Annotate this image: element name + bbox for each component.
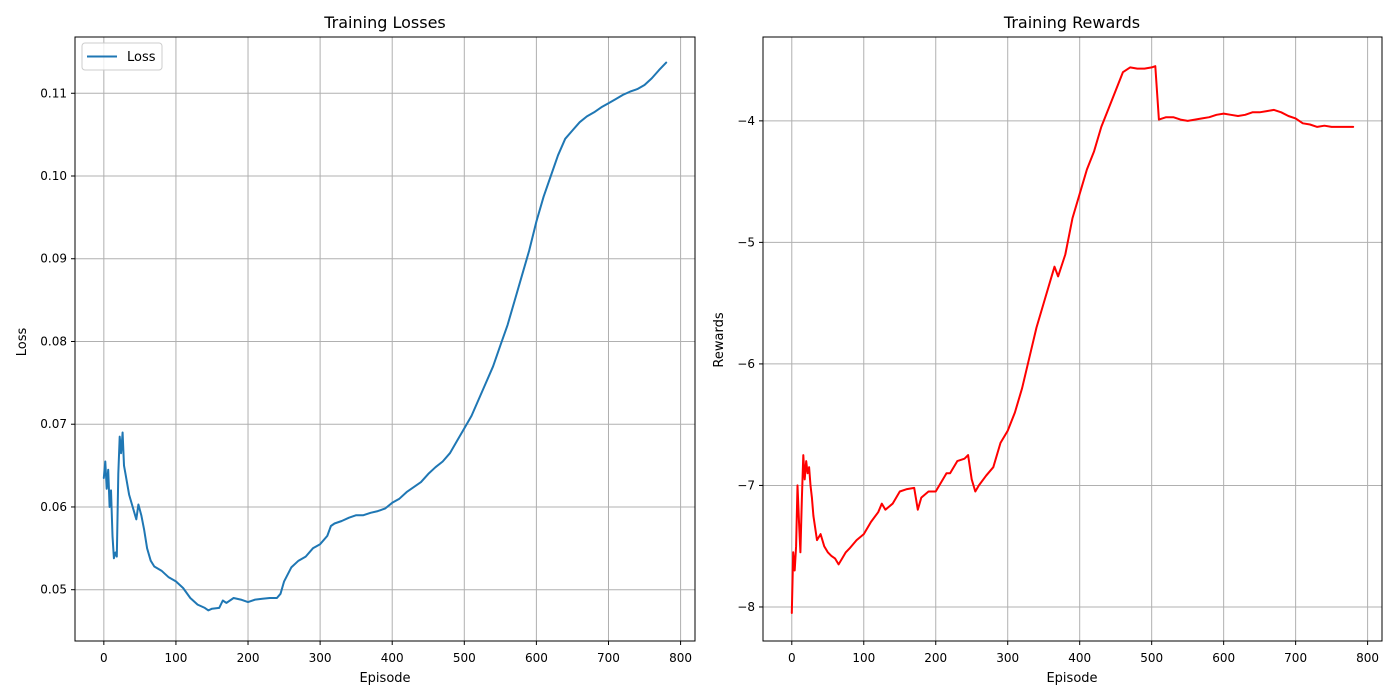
- rewards-chart-title: Training Rewards: [1003, 13, 1140, 32]
- loss-ticks: 0 100 200 300 400 500 600 700 800 0.05 0.06 0.07 0.0…: [40, 86, 692, 665]
- rewards-x-tick-label: 700: [1284, 651, 1307, 665]
- rewards-x-tick-label: 200: [924, 651, 947, 665]
- loss-legend-box: [81, 42, 163, 71]
- loss-x-tick-label: 100: [164, 651, 187, 665]
- loss-chart: 0 100 200 300 400 500 600 700 800 0.05 0.06 0.07 0.0…: [15, 13, 696, 686]
- loss-y-tick-label: 0.09: [40, 252, 67, 266]
- rewards-x-tick-label: 100: [852, 651, 875, 665]
- loss-x-tick-label: 200: [237, 651, 260, 665]
- loss-x-tick-label: 700: [597, 651, 620, 665]
- loss-x-tick-label: 0: [100, 651, 108, 665]
- loss-chart-title: Training Losses: [323, 13, 446, 32]
- loss-grid: [75, 37, 695, 641]
- loss-y-tick-label: 0.07: [40, 417, 67, 431]
- rewards-series-layer: [790, 65, 1355, 614]
- rewards-x-tick-label: 400: [1068, 651, 1091, 665]
- rewards-x-axis-label: Episode: [1046, 671, 1097, 686]
- rewards-y-tick-label: −5: [737, 235, 755, 249]
- rewards-y-tick-label: −6: [737, 357, 755, 371]
- rewards-y-tick-label: −8: [737, 600, 755, 614]
- rewards-grid: [763, 37, 1382, 641]
- rewards-plot-background: [763, 37, 1382, 641]
- rewards-chart: 0 100 200 300 400 500 600 700 800 −8 −7 −6 −5 −4 Trai…: [712, 13, 1383, 686]
- rewards-x-tick-label: 500: [1140, 651, 1163, 665]
- loss-x-tick-label: 400: [381, 651, 404, 665]
- loss-x-tick-label: 500: [453, 651, 476, 665]
- rewards-y-tick-label: −7: [737, 478, 755, 492]
- loss-x-tick-label: 800: [669, 651, 692, 665]
- loss-legend-label: Loss: [127, 50, 156, 65]
- rewards-series-line: [790, 65, 1355, 614]
- loss-y-axis-label: Loss: [15, 328, 30, 357]
- loss-axes-frame: [74, 36, 696, 642]
- rewards-y-tick-label: −4: [737, 114, 755, 128]
- rewards-y-axis-label: Rewards: [712, 312, 727, 367]
- loss-y-tick-label: 0.08: [40, 334, 67, 348]
- loss-x-tick-label: 600: [525, 651, 548, 665]
- loss-y-tick-label: 0.10: [40, 169, 67, 183]
- loss-y-tick-label: 0.06: [40, 500, 67, 514]
- loss-y-tick-label: 0.11: [40, 86, 67, 100]
- rewards-ticks: 0 100 200 300 400 500 600 700 800 −8 −7 −6 −5 −4: [737, 114, 1379, 665]
- loss-x-axis-label: Episode: [359, 671, 410, 686]
- rewards-axes-frame: [762, 36, 1383, 642]
- rewards-x-tick-label: 600: [1212, 651, 1235, 665]
- rewards-x-tick-label: 300: [996, 651, 1019, 665]
- loss-series-layer: [102, 61, 668, 612]
- loss-y-tick-label: 0.05: [40, 583, 67, 597]
- loss-x-tick-label: 300: [309, 651, 332, 665]
- rewards-x-tick-label: 0: [788, 651, 796, 665]
- loss-plot-background: [75, 37, 695, 641]
- loss-legend: Loss: [81, 42, 163, 71]
- loss-series-line: [102, 61, 668, 612]
- rewards-x-tick-label: 800: [1356, 651, 1379, 665]
